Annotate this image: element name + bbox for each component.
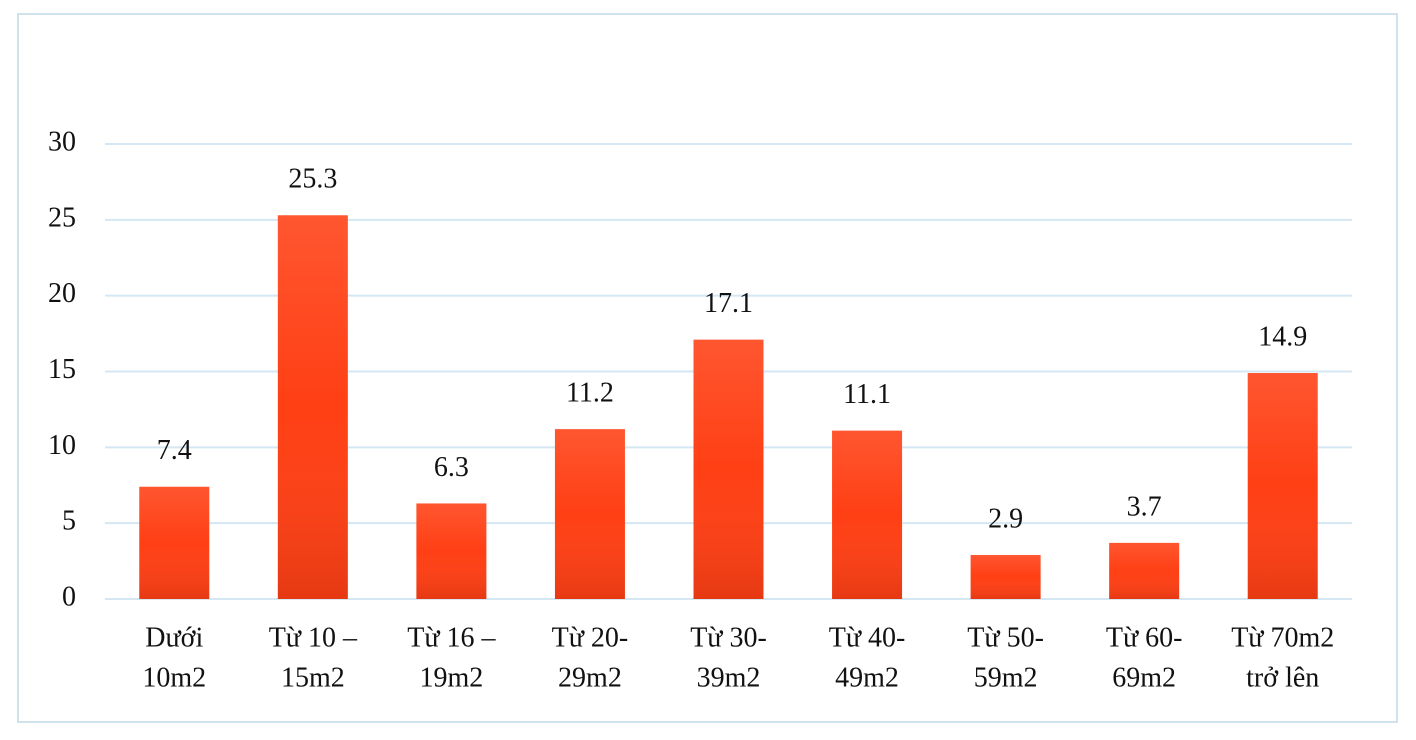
x-tick-label: Từ 30-	[690, 622, 767, 653]
x-tick-label: 10m2	[142, 662, 206, 693]
value-label: 14.9	[1258, 321, 1307, 352]
bar-shade	[970, 555, 1041, 599]
value-label: 6.3	[434, 452, 469, 483]
bar-shade	[139, 486, 210, 599]
x-tick-label: Từ 20-	[552, 622, 629, 653]
bar-shade	[554, 429, 625, 599]
bar-shade	[416, 503, 487, 599]
x-tick-label: 49m2	[835, 662, 899, 693]
value-label: 2.9	[988, 503, 1023, 534]
x-tick-label: Từ 60-	[1106, 622, 1183, 653]
value-label: 7.4	[157, 435, 192, 466]
x-tick-label: Từ 10 –	[269, 622, 358, 653]
x-tick-label: 15m2	[281, 662, 345, 693]
x-tick-label: 19m2	[419, 662, 483, 693]
x-tick-label: Dưới	[145, 622, 203, 653]
bar-shade	[1109, 542, 1180, 599]
value-label: 25.3	[288, 164, 337, 195]
value-label: 3.7	[1127, 491, 1162, 522]
value-label: 11.2	[566, 378, 614, 409]
x-tick-label: 39m2	[697, 662, 761, 693]
bar-shade	[832, 430, 903, 599]
x-tick-label: Từ 40-	[829, 622, 906, 653]
y-tick-label: 30	[48, 126, 76, 157]
x-tick-label: Từ 16 –	[407, 622, 496, 653]
bar-shade	[1247, 373, 1318, 599]
y-tick-label: 0	[62, 581, 76, 612]
x-tick-label: 69m2	[1112, 662, 1176, 693]
x-tick-label: Từ 50-	[967, 622, 1044, 653]
y-tick-label: 10	[48, 430, 76, 461]
y-tick-label: 15	[48, 354, 76, 385]
bar-shade	[277, 215, 348, 600]
value-label: 11.1	[843, 379, 891, 410]
value-label: 17.1	[704, 288, 753, 319]
x-tick-label: 59m2	[974, 662, 1038, 693]
y-tick-label: 20	[48, 278, 76, 309]
y-tick-label: 5	[62, 506, 76, 537]
y-tick-label: 25	[48, 202, 76, 233]
x-tick-label: trở lên	[1246, 662, 1319, 693]
x-tick-label: Từ 70m2	[1231, 622, 1334, 653]
bar-shade	[693, 339, 764, 599]
x-tick-label: 29m2	[558, 662, 622, 693]
